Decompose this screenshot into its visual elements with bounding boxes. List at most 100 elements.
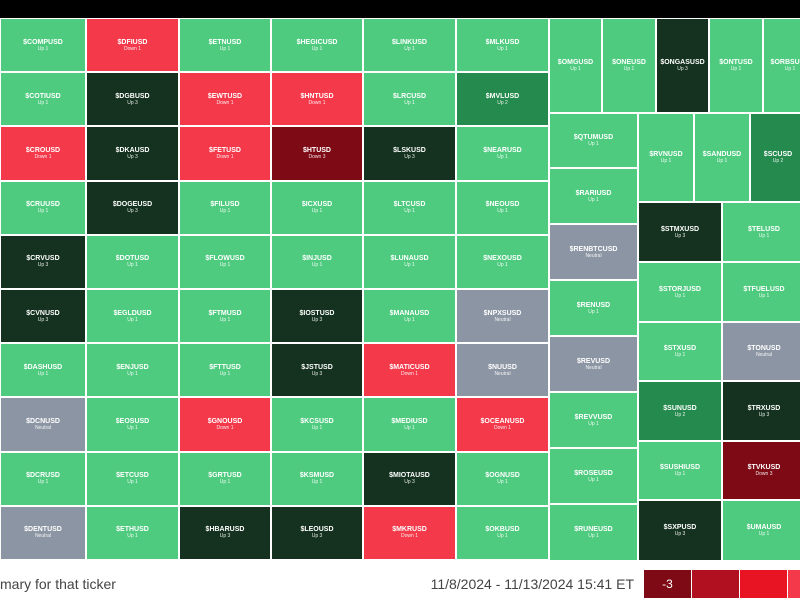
ticker-tile[interactable]: $LINKUSD Up 1 <box>363 18 456 73</box>
ticker-tile[interactable]: $INJUSD Up 1 <box>271 234 363 289</box>
ticker-tile[interactable]: $CRVUSD Up 3 <box>0 234 86 289</box>
ticker-tile[interactable]: $RENUSD Up 1 <box>549 280 638 336</box>
ticker-tile[interactable]: $ONTUSD Up 1 <box>709 18 763 113</box>
ticker-tile[interactable]: $LRCUSD Up 1 <box>363 72 456 127</box>
ticker-tile[interactable]: $EGLDUSD Up 1 <box>86 289 179 344</box>
ticker-tile[interactable]: $FETUSD Down 1 <box>179 126 271 181</box>
ticker-tile[interactable]: $REVVUSD Up 1 <box>549 392 638 448</box>
ticker-tile[interactable]: $KSMUSD Up 1 <box>271 451 363 506</box>
ticker-tile[interactable]: $LUNAUSD Up 1 <box>363 234 456 289</box>
ticker-tile[interactable]: $LTCUSD Up 1 <box>363 180 456 235</box>
ticker-tile[interactable]: $FTMUSD Up 1 <box>179 289 271 344</box>
status: Up 3 <box>311 533 323 540</box>
status: Down 1 <box>216 153 234 160</box>
ticker-tile[interactable]: $DKAUSD Up 3 <box>86 126 179 181</box>
ticker-tile[interactable]: $IOSTUSD Up 3 <box>271 289 363 344</box>
ticker-tile[interactable]: $OKBUSD Up 1 <box>456 505 549 560</box>
ticker-tile[interactable]: $JSTUSD Up 3 <box>271 343 363 398</box>
ticker-tile[interactable]: $SUNUSD Up 2 <box>638 381 722 441</box>
ticker-tile[interactable]: $ORBSUSDUp 1 <box>763 18 800 113</box>
ticker-tile[interactable]: $ETHUSD Up 1 <box>86 505 179 560</box>
ticker-tile[interactable]: $DENTUSD Neutral <box>0 505 86 560</box>
ticker-tile[interactable]: $DFIUSD Down 1 <box>86 18 179 73</box>
ticker-tile[interactable]: $CVNUSD Up 3 <box>0 289 86 344</box>
ticker-tile[interactable]: $TFUELUSD Up 1 <box>722 262 800 322</box>
ticker-tile[interactable]: $TVKUSD Down 3 <box>722 441 800 500</box>
ticker-tile[interactable]: $MKRUSD Down 1 <box>363 505 456 560</box>
ticker-tile[interactable]: $SXPUSD Up 3 <box>638 500 722 561</box>
ticker-tile[interactable]: $FTTUSD Up 1 <box>179 343 271 398</box>
ticker-tile[interactable]: $TRXUSD Up 3 <box>722 381 800 441</box>
ticker-tile[interactable]: $CRUUSD Up 1 <box>0 180 86 235</box>
ticker-tile[interactable]: $DCRUSD Up 1 <box>0 451 86 506</box>
ticker-tile[interactable]: $ROSEUSD Up 1 <box>549 448 638 504</box>
status: Down 1 <box>34 153 52 160</box>
ticker-tile[interactable]: $RVNUSD Up 1 <box>638 113 694 202</box>
ticker-tile[interactable]: $REVUSD Neutral <box>549 336 638 392</box>
ticker-tile[interactable]: $MANAUSD Up 1 <box>363 289 456 344</box>
ticker-tile[interactable]: $RUNEUSD Up 1 <box>549 504 638 561</box>
ticker-tile[interactable]: $DASHUSD Up 1 <box>0 343 86 398</box>
status: Up 1 <box>404 208 415 215</box>
ticker-tile[interactable]: $ICXUSD Up 1 <box>271 180 363 235</box>
ticker-tile[interactable]: $OMGUSD Up 1 <box>549 18 602 113</box>
ticker-tile[interactable]: $DGBUSD Up 3 <box>86 72 179 127</box>
ticker-tile[interactable]: $MLKUSD Up 1 <box>456 18 549 73</box>
ticker-tile[interactable]: $MIOTAUSD Up 3 <box>363 451 456 506</box>
ticker-tile[interactable]: $HBARUSD Up 3 <box>179 505 271 560</box>
ticker-tile[interactable]: $TELUSD Up 1 <box>722 202 800 262</box>
ticker-tile[interactable]: $NEOUSD Up 1 <box>456 180 549 235</box>
ticker-tile[interactable]: $HEGICUSD Up 1 <box>271 18 363 73</box>
ticker-tile[interactable]: $COMPUSD Up 1 <box>0 18 86 73</box>
ticker-tile[interactable]: $ONGASUSD Up 3 <box>656 18 709 113</box>
ticker-tile[interactable]: $NPXSUSD Neutral <box>456 289 549 344</box>
ticker-tile[interactable]: $OGNUSD Up 1 <box>456 451 549 506</box>
ticker-tile[interactable]: $NEARUSD Up 1 <box>456 126 549 181</box>
ticker-tile[interactable]: $KCSUSD Up 1 <box>271 397 363 452</box>
ticker-tile[interactable]: $CROUSD Down 1 <box>0 126 86 181</box>
ticker: $CRUUSD <box>26 201 60 209</box>
ticker-tile[interactable]: $MATICUSD Down 1 <box>363 343 456 398</box>
ticker-tile[interactable]: $ENJUSD Up 1 <box>86 343 179 398</box>
ticker-tile[interactable]: $ETCUSD Up 1 <box>86 451 179 506</box>
ticker: $MVLUSD <box>485 92 520 100</box>
ticker-tile[interactable]: $RARIUSD Up 1 <box>549 168 638 224</box>
ticker-tile[interactable]: $MEDIUSD Up 1 <box>363 397 456 452</box>
status: Down 1 <box>401 370 418 377</box>
status: Neutral <box>755 352 773 358</box>
ticker: $IOSTUSD <box>299 309 335 317</box>
ticker-tile[interactable]: $RENBTCUSD Neutral <box>549 224 638 280</box>
ticker-tile[interactable]: $HTUSD Down 3 <box>271 126 363 181</box>
ticker-tile[interactable]: $MVLUSD Up 2 <box>456 72 549 127</box>
ticker-tile[interactable]: $OCEANUSD Down 1 <box>456 397 549 452</box>
ticker-tile[interactable]: $NUUSD Neutral <box>456 343 549 398</box>
ticker-tile[interactable]: $EOSUSD Up 1 <box>86 397 179 452</box>
ticker-tile[interactable]: $STORJUSD Up 1 <box>638 262 722 322</box>
status: Up 1 <box>219 479 231 486</box>
ticker-tile[interactable]: $DCNUSD Neutral <box>0 397 86 452</box>
ticker-tile[interactable]: $LSKUSD Up 3 <box>363 126 456 181</box>
ticker-tile[interactable]: $NEXOUSD Up 1 <box>456 234 549 289</box>
ticker-tile[interactable]: $FLOWUSD Up 1 <box>179 234 271 289</box>
legend-swatch <box>740 570 787 598</box>
ticker-tile[interactable]: $SANDUSD Up 1 <box>694 113 750 202</box>
ticker-tile[interactable]: $DOTUSD Up 1 <box>86 234 179 289</box>
ticker-tile[interactable]: $QTUMUSD Up 1 <box>549 113 638 168</box>
ticker-tile[interactable]: $STMXUSD Up 3 <box>638 202 722 262</box>
ticker-tile[interactable]: $ETNUSD Up 1 <box>179 18 271 73</box>
ticker-tile[interactable]: $DOGEUSD Up 3 <box>86 180 179 235</box>
legend-swatch <box>788 570 800 598</box>
ticker-tile[interactable]: $TONUSD Neutral <box>722 322 800 381</box>
ticker-tile[interactable]: $UMAUSD Up 1 <box>722 500 800 561</box>
ticker-tile[interactable]: $LEOUSD Up 3 <box>271 505 363 560</box>
ticker-tile[interactable]: $HNTUSD Down 1 <box>271 72 363 127</box>
ticker-tile[interactable]: $GRTUSD Up 1 <box>179 451 271 506</box>
ticker-tile[interactable]: $EWTUSD Down 1 <box>179 72 271 127</box>
ticker-tile[interactable]: $SCUSD Up 2 <box>750 113 800 202</box>
ticker-tile[interactable]: $STXUSD Up 1 <box>638 322 722 381</box>
ticker-tile[interactable]: $SUSHIUSD Up 1 <box>638 441 722 500</box>
ticker-tile[interactable]: $FILUSD Up 1 <box>179 180 271 235</box>
ticker-tile[interactable]: $GNOUSD Down 1 <box>179 397 271 452</box>
ticker-tile[interactable]: $ONEUSD Up 1 <box>602 18 656 113</box>
ticker-tile[interactable]: $COTIUSD Up 1 <box>0 72 86 127</box>
